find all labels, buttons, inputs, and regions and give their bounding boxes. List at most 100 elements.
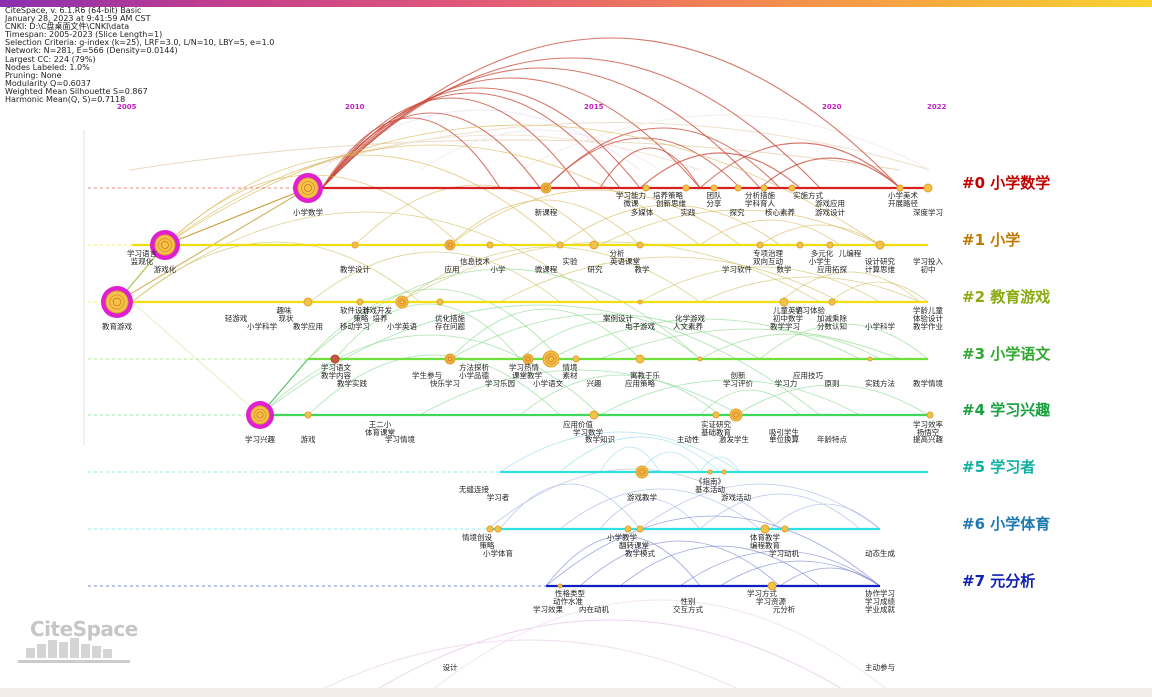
keyword-node [710, 184, 718, 192]
keyword-node [796, 241, 804, 249]
keyword-label: 无缝连接 [459, 484, 489, 494]
keyword-label: 体验设计 [913, 313, 943, 323]
keyword-label: 轻游戏 [225, 313, 248, 323]
keyword-label: 游戏应用 [815, 198, 845, 208]
keyword-label: 游戏开发 [362, 305, 392, 315]
keyword-label: 协作学习 [865, 588, 895, 598]
keyword-label: 儿童英语 [773, 305, 803, 315]
keyword-node [636, 525, 644, 533]
keyword-label: 教育游戏 [102, 321, 132, 331]
info-line: Nodes Labeled: 1.0% [5, 62, 90, 72]
cluster-label[interactable]: #6 小学体育 [962, 515, 1050, 533]
year-label: 2015 [584, 103, 604, 111]
keyword-label: 分析措施 [745, 190, 775, 200]
keyword-label: 学习资源 [756, 596, 786, 606]
keyword-node [734, 184, 742, 192]
keyword-label: 新课程 [535, 207, 558, 217]
node-ring [253, 408, 267, 422]
info-line: Pruning: None [5, 70, 62, 80]
keyword-label: 初中 [921, 264, 936, 274]
keyword-label: 实验 [563, 256, 578, 266]
keyword-label: 主动参与 [865, 662, 895, 672]
keyword-label: 学习方式 [747, 588, 777, 598]
node-ring [545, 353, 557, 365]
cluster-label[interactable]: #4 学习兴趣 [962, 401, 1051, 419]
keyword-node [721, 469, 727, 475]
keyword-label: 分享 [707, 198, 722, 208]
keyword-label: 实践 [681, 207, 696, 217]
info-line: Selection Criteria: g-index (k=25), LRF=… [5, 38, 275, 48]
keyword-label: 学习评价 [723, 378, 753, 388]
keyword-node [297, 177, 319, 199]
keyword-label: 学习者 [487, 492, 510, 502]
info-line: Network: N=281, E=566 (Density=0.0144) [5, 46, 178, 56]
keyword-label: 化学游戏 [675, 313, 705, 323]
keyword-label: 游戏教学 [627, 492, 657, 502]
keyword-label: 游戏活动 [721, 492, 751, 502]
cluster-label[interactable]: #2 教育游戏 [962, 288, 1050, 306]
keyword-label: 设计 [443, 662, 458, 672]
keyword-node [828, 298, 836, 306]
cluster-dashed-guides [88, 187, 546, 587]
keyword-label: 应用技巧 [793, 370, 823, 380]
keyword-label: 小学科学 [247, 321, 277, 331]
keyword-label: 学习成绩 [865, 596, 895, 606]
keyword-node [556, 241, 564, 249]
keyword-label: 多元化 [811, 248, 834, 258]
keyword-nodes [101, 173, 934, 591]
keyword-label: 移动学习 [340, 321, 370, 331]
keyword-label: 《指南》 [695, 476, 725, 486]
node-ring [112, 297, 122, 307]
keyword-label: 现状 [279, 313, 294, 323]
cluster-label[interactable]: #0 小学数学 [962, 174, 1050, 192]
keyword-label: 交互方式 [673, 604, 703, 614]
node-ring [304, 184, 312, 192]
keyword-label: 培养 [373, 313, 388, 323]
keyword-label: 开展路径 [888, 198, 918, 208]
keyword-label: 原则 [825, 379, 840, 388]
keyword-label: 教学模式 [625, 548, 655, 558]
keyword-node [351, 241, 359, 249]
keyword-label: 提高兴趣 [913, 434, 943, 444]
keyword-node [637, 299, 643, 305]
keyword-node [330, 354, 340, 364]
cluster-label[interactable]: #1 小学 [962, 231, 1020, 249]
keyword-label: 电子游戏 [625, 321, 655, 331]
keyword-label: 实证研究 [701, 419, 731, 429]
keyword-label: 素材 [563, 370, 578, 380]
keyword-label: 应用策略 [625, 378, 655, 388]
keyword-label: 兴趣 [587, 378, 602, 388]
keyword-label: 初中数学 [773, 313, 803, 323]
keyword-label: 计算思维 [865, 264, 895, 274]
keyword-label: 优化措施 [435, 313, 465, 323]
keyword-label: 实施方式 [793, 190, 823, 200]
keyword-label: 团队 [707, 191, 722, 200]
keyword-label: 学习体验 [795, 305, 825, 315]
keyword-label: 动态生成 [865, 548, 895, 558]
keyword-node [781, 525, 789, 533]
keyword-label: 分数认知 [817, 321, 847, 331]
node-ring [733, 412, 739, 418]
keyword-label: 专项治理 [753, 248, 783, 258]
cluster-label[interactable]: #7 元分析 [962, 572, 1035, 590]
keyword-node [923, 183, 933, 193]
keyword-node [779, 297, 789, 307]
keyword-label: 小学 [491, 264, 506, 274]
keyword-label: 数学 [777, 264, 792, 274]
keyword-node [707, 469, 713, 475]
node-ring [637, 467, 647, 477]
keyword-node [572, 355, 580, 363]
cluster-label[interactable]: #5 学习者 [962, 458, 1035, 476]
keyword-node [154, 234, 176, 256]
keyword-label: 小学体育 [483, 548, 513, 558]
keyword-label: 体育课堂 [365, 427, 395, 437]
node-ring [446, 355, 454, 363]
node-ring [397, 297, 407, 307]
keyword-label: 小学语文 [533, 378, 563, 388]
keyword-label: 年龄特点 [817, 434, 847, 444]
keyword-node [896, 184, 904, 192]
keyword-label: 应用拓探 [817, 264, 847, 274]
node-ring [158, 238, 172, 252]
cluster-label[interactable]: #3 小学语文 [962, 345, 1051, 363]
